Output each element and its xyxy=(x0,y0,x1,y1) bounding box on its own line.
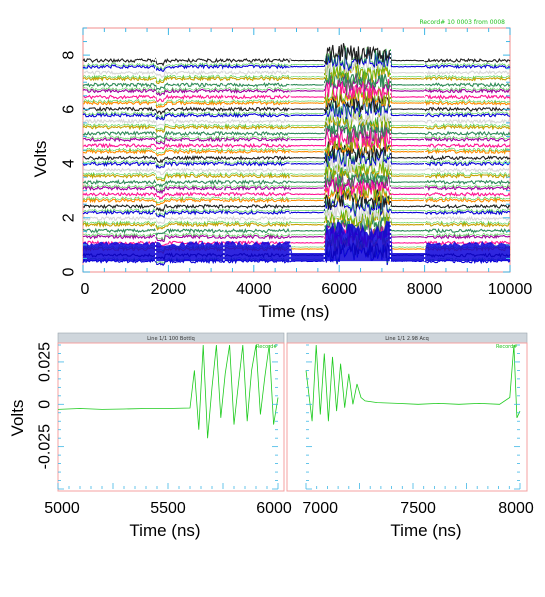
series-trace xyxy=(82,62,511,85)
x-tick-label: 7000 xyxy=(302,500,338,517)
series-trace xyxy=(82,70,511,94)
series-trace xyxy=(82,47,511,73)
y-tick-label: -0.025 xyxy=(37,424,54,469)
series-line xyxy=(305,344,521,422)
y-tick-label: 2 xyxy=(61,213,78,222)
axis-ticks xyxy=(57,344,279,490)
panel-header-text: Line 1/1 100 Bottlq xyxy=(147,336,195,342)
series-trace xyxy=(82,133,511,157)
series-trace xyxy=(82,109,511,131)
y-axis-label: Volts xyxy=(8,400,27,437)
series-trace xyxy=(82,111,511,134)
bottom-left-chart: Line 1/1 100 Bottlq Record# Volts Time (… xyxy=(8,332,292,540)
series-trace xyxy=(82,145,511,169)
axis-ticks xyxy=(82,27,511,273)
x-tick-label: 5500 xyxy=(150,500,186,517)
series-trace xyxy=(82,217,511,240)
y-tick-label: 0 xyxy=(61,267,78,276)
series-trace xyxy=(82,200,511,225)
x-tick-label: 2000 xyxy=(151,281,187,298)
series-trace xyxy=(82,219,511,243)
x-tick-label: 6000 xyxy=(256,500,292,517)
series-trace xyxy=(82,72,511,97)
y-tick-labels: -0.025 0 0.025 xyxy=(37,342,54,470)
series-trace xyxy=(82,86,511,109)
plot-frame xyxy=(57,342,285,492)
series-trace xyxy=(82,43,511,67)
series-trace xyxy=(82,177,511,201)
x-tick-labels: 5000 5500 6000 xyxy=(44,500,292,517)
series-trace xyxy=(82,116,511,140)
y-tick-label: 4 xyxy=(61,159,78,168)
series-trace xyxy=(82,193,511,219)
top-chart: Record# 10 0003 from 0008 Volts Time (ns… xyxy=(31,19,532,321)
y-tick-label: 0 xyxy=(37,400,54,409)
trace-bundle xyxy=(82,43,511,267)
series-trace xyxy=(82,85,511,107)
axis-ticks xyxy=(305,344,521,490)
series-area xyxy=(83,220,510,262)
series-trace xyxy=(82,66,511,91)
series-trace xyxy=(82,105,511,127)
x-tick-label: 4000 xyxy=(236,281,272,298)
x-tick-label: 5000 xyxy=(44,500,80,517)
series-trace xyxy=(82,95,511,119)
series-trace xyxy=(82,208,510,231)
x-tick-label: 8000 xyxy=(498,500,534,517)
series-trace xyxy=(82,169,511,192)
x-tick-label: 7500 xyxy=(400,500,436,517)
series-trace xyxy=(82,188,511,213)
trace xyxy=(305,344,521,422)
x-tick-label: 0 xyxy=(81,281,90,298)
plot-frame xyxy=(286,342,528,492)
panel-legend: Record# xyxy=(496,344,517,350)
x-tick-labels: 0 2000 4000 6000 8000 10000 xyxy=(81,281,533,298)
panel-header-text: Line 1/1 2.98 Acq xyxy=(385,336,429,342)
x-axis-label: Time (ns) xyxy=(390,521,461,540)
x-tick-label: 8000 xyxy=(407,281,443,298)
series-trace xyxy=(83,78,511,103)
series-trace xyxy=(82,45,511,70)
series-trace xyxy=(82,212,511,237)
y-tick-labels: 0 2 4 6 8 xyxy=(61,51,78,277)
series-trace xyxy=(82,152,511,176)
series-trace xyxy=(82,120,511,143)
series-line xyxy=(57,344,279,439)
x-tick-label: 10000 xyxy=(488,281,533,298)
series-trace xyxy=(82,183,511,207)
series-trace xyxy=(82,60,511,82)
series-trace xyxy=(82,165,511,188)
y-tick-label: 6 xyxy=(61,105,78,114)
x-axis-label: Time (ns) xyxy=(258,302,329,321)
y-tick-label: 0.025 xyxy=(37,342,54,382)
y-tick-label: 8 xyxy=(61,51,78,60)
bottom-right-chart: Line 1/1 2.98 Acq Record# Time (ns) 7000… xyxy=(286,332,534,540)
series-trace xyxy=(82,141,511,164)
series-trace xyxy=(82,92,511,116)
trace xyxy=(57,344,279,439)
series-trace xyxy=(82,181,511,204)
x-tick-label: 6000 xyxy=(321,281,357,298)
series-trace xyxy=(82,54,511,79)
series-trace xyxy=(82,131,511,155)
series-trace xyxy=(82,206,510,229)
series-trace xyxy=(82,171,511,195)
series-trace xyxy=(82,192,511,216)
legend-text: Record# 10 0003 from 0008 xyxy=(419,19,505,26)
x-tick-labels: 7000 7500 8000 xyxy=(302,500,534,517)
series-trace xyxy=(82,157,511,182)
series-trace xyxy=(82,143,511,167)
series-trace xyxy=(82,97,511,121)
y-axis-label: Volts xyxy=(31,141,50,178)
series-trace xyxy=(82,127,511,151)
panel-legend: Record# xyxy=(256,344,277,350)
series-trace xyxy=(82,155,511,180)
series-trace xyxy=(82,122,511,146)
x-axis-label: Time (ns) xyxy=(129,521,200,540)
